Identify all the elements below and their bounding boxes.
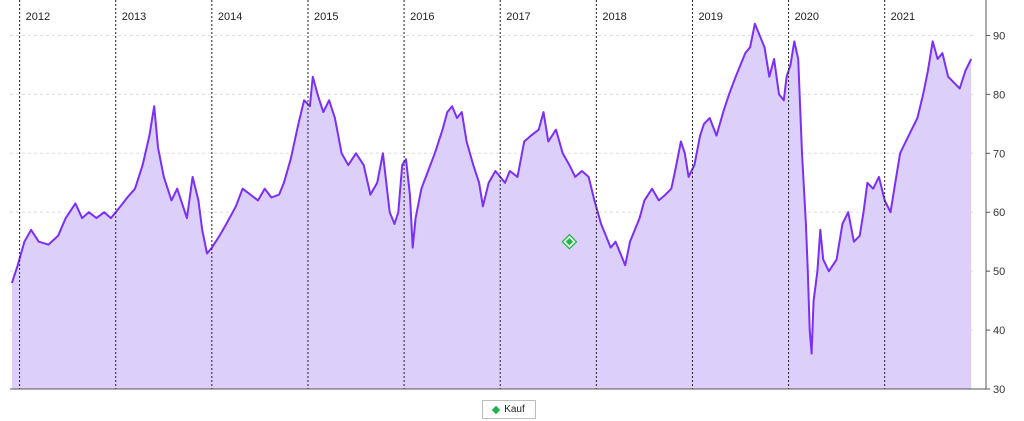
y-tick-label-30: 30 [993, 384, 1005, 396]
y-tick-label-40: 40 [993, 325, 1005, 337]
y-tick-label-90: 90 [993, 30, 1005, 42]
year-label-2012: 2012 [26, 11, 50, 23]
chart-legend[interactable]: Kauf [482, 400, 536, 419]
year-label-2013: 2013 [122, 11, 146, 23]
y-tick-label-70: 70 [993, 148, 1005, 160]
year-label-2015: 2015 [314, 11, 338, 23]
year-label-2016: 2016 [410, 11, 434, 23]
kauf-marker-inner [565, 238, 573, 246]
price-line [10, 22, 973, 355]
year-label-2020: 2020 [795, 11, 819, 23]
year-label-2017: 2017 [506, 11, 530, 23]
year-label-2021: 2021 [891, 11, 915, 23]
price-area-fill [11, 23, 972, 389]
y-tick-label-80: 80 [993, 89, 1005, 101]
y-tick-label-50: 50 [993, 266, 1005, 278]
y-tick-label-60: 60 [993, 207, 1005, 219]
legend-kauf-label: Kauf [504, 404, 525, 415]
year-label-2014: 2014 [218, 11, 242, 23]
year-label-2019: 2019 [698, 11, 722, 23]
kauf-legend-diamond-icon [491, 405, 501, 414]
year-label-2018: 2018 [602, 11, 626, 23]
